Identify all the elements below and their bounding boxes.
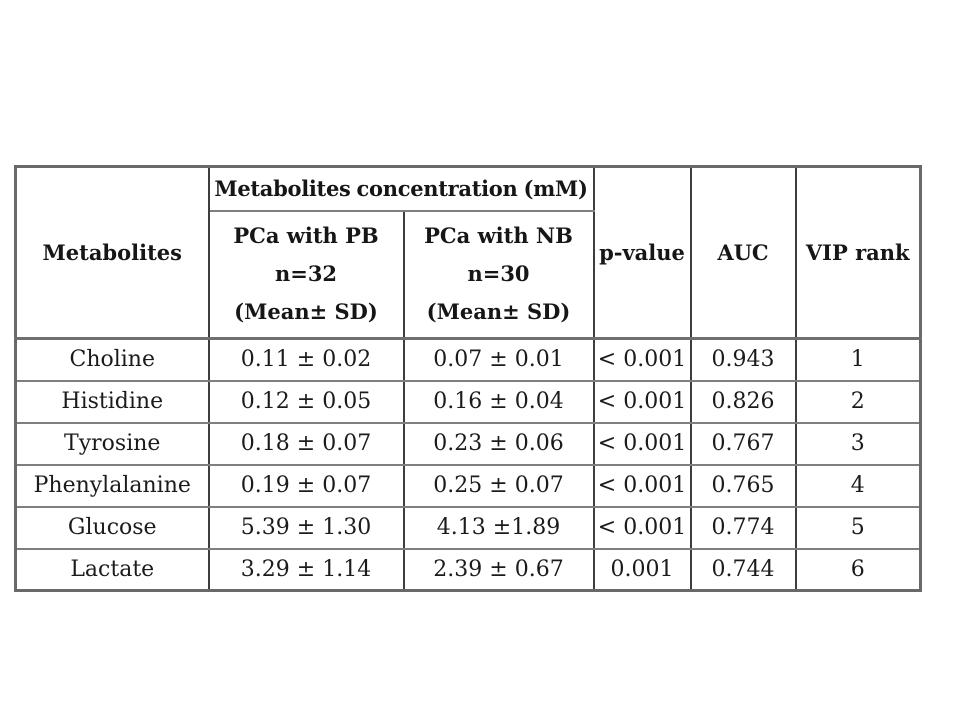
pb-concentration-cell: 0.11 ± 0.02 — [207, 337, 405, 382]
header-row-1: Metabolites Metabolites concentration (m… — [14, 165, 922, 340]
nb-concentration-cell: 4.13 ±1.89 — [402, 505, 595, 550]
header-nb-n: n=30 — [467, 261, 530, 287]
header-concentration-group: Metabolites concentration (mM) — [207, 165, 595, 212]
table-row-glucose: Glucose 5.39 ± 1.30 4.13 ±1.89 < 0.001 0… — [14, 505, 922, 550]
nb-concentration-cell: 0.16 ± 0.04 — [402, 379, 595, 424]
table-row-phenylalanine: Phenylalanine 0.19 ± 0.07 0.25 ± 0.07 < … — [14, 463, 922, 508]
header-pca-with-pb: PCa with PB n=32 (Mean± SD) — [207, 209, 405, 340]
metabolite-name-cell: Phenylalanine — [14, 463, 210, 508]
nb-concentration-cell: 0.25 ± 0.07 — [402, 463, 595, 508]
header-pb-stat: (Mean± SD) — [234, 299, 378, 325]
auc-cell: 0.943 — [689, 337, 797, 382]
vip-rank-cell: 1 — [794, 337, 922, 382]
nb-concentration-cell: 2.39 ± 0.67 — [402, 547, 595, 592]
vip-rank-cell: 3 — [794, 421, 922, 466]
auc-cell: 0.767 — [689, 421, 797, 466]
header-auc: AUC — [689, 165, 797, 340]
pb-concentration-cell: 3.29 ± 1.14 — [207, 547, 405, 592]
metabolite-name-cell: Glucose — [14, 505, 210, 550]
pb-concentration-cell: 0.12 ± 0.05 — [207, 379, 405, 424]
table-row-choline: Choline 0.11 ± 0.02 0.07 ± 0.01 < 0.001 … — [14, 337, 922, 382]
table-row-histidine: Histidine 0.12 ± 0.05 0.16 ± 0.04 < 0.00… — [14, 379, 922, 424]
nb-concentration-cell: 0.07 ± 0.01 — [402, 337, 595, 382]
header-pca-with-nb: PCa with NB n=30 (Mean± SD) — [402, 209, 595, 340]
p-value-cell: < 0.001 — [592, 421, 692, 466]
metabolite-name-cell: Tyrosine — [14, 421, 210, 466]
vip-rank-cell: 6 — [794, 547, 922, 592]
p-value-cell: 0.001 — [592, 547, 692, 592]
table-row-tyrosine: Tyrosine 0.18 ± 0.07 0.23 ± 0.06 < 0.001… — [14, 421, 922, 466]
pb-concentration-cell: 0.19 ± 0.07 — [207, 463, 405, 508]
header-vip-rank: VIP rank — [794, 165, 922, 340]
auc-cell: 0.744 — [689, 547, 797, 592]
metabolite-name-cell: Choline — [14, 337, 210, 382]
header-nb-title: PCa with NB — [424, 223, 573, 249]
header-pb-n: n=32 — [274, 261, 338, 287]
auc-cell: 0.774 — [689, 505, 797, 550]
header-p-value: p-value — [592, 165, 692, 340]
metabolites-table: Metabolites Metabolites concentration (m… — [14, 165, 922, 592]
metabolite-name-cell: Lactate — [14, 547, 210, 592]
metabolite-name-cell: Histidine — [14, 379, 210, 424]
header-nb-stat: (Mean± SD) — [426, 299, 571, 325]
p-value-cell: < 0.001 — [592, 379, 692, 424]
vip-rank-cell: 2 — [794, 379, 922, 424]
p-value-cell: < 0.001 — [592, 505, 692, 550]
header-row-2: PCa with PB n=32 (Mean± SD) PCa with NB … — [16, 209, 921, 340]
p-value-cell: < 0.001 — [592, 337, 692, 382]
header-pb-title: PCa with PB — [233, 223, 379, 249]
pb-concentration-cell: 0.18 ± 0.07 — [207, 421, 405, 466]
vip-rank-cell: 5 — [794, 505, 922, 550]
table-row-lactate: Lactate 3.29 ± 1.14 2.39 ± 0.67 0.001 0.… — [14, 547, 922, 592]
nb-concentration-cell: 0.23 ± 0.06 — [402, 421, 595, 466]
auc-cell: 0.765 — [689, 463, 797, 508]
pb-concentration-cell: 5.39 ± 1.30 — [207, 505, 405, 550]
vip-rank-cell: 4 — [794, 463, 922, 508]
header-metabolites: Metabolites — [14, 165, 210, 340]
p-value-cell: < 0.001 — [592, 463, 692, 508]
auc-cell: 0.826 — [689, 379, 797, 424]
